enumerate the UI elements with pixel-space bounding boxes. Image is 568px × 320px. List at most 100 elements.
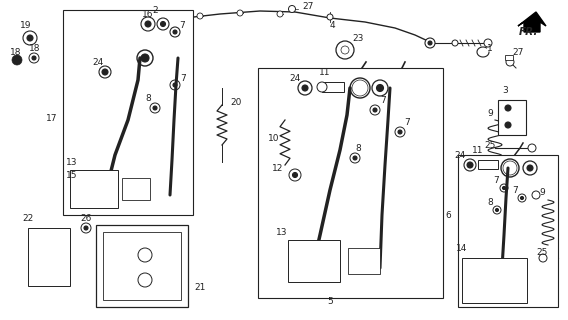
Circle shape <box>398 130 402 134</box>
Circle shape <box>527 165 533 171</box>
Text: 11: 11 <box>319 68 331 76</box>
Circle shape <box>505 122 511 128</box>
Circle shape <box>500 184 508 192</box>
Bar <box>258 68 443 298</box>
Text: 13: 13 <box>66 157 78 166</box>
Circle shape <box>138 273 152 287</box>
Circle shape <box>425 38 435 48</box>
Circle shape <box>81 223 91 233</box>
Text: 24: 24 <box>454 150 466 159</box>
Text: 8: 8 <box>487 197 493 206</box>
Circle shape <box>452 40 458 46</box>
Circle shape <box>298 81 312 95</box>
Text: 7: 7 <box>404 117 410 126</box>
Circle shape <box>84 226 88 230</box>
Text: 24: 24 <box>93 58 103 67</box>
Circle shape <box>173 83 177 87</box>
Text: 10: 10 <box>268 133 280 142</box>
Circle shape <box>484 39 492 47</box>
Circle shape <box>372 80 388 96</box>
Text: 9: 9 <box>487 108 493 117</box>
Text: 21: 21 <box>194 284 206 292</box>
Text: 11: 11 <box>472 146 484 155</box>
Bar <box>103 232 181 300</box>
Circle shape <box>503 161 517 175</box>
Circle shape <box>151 18 159 26</box>
Text: 1: 1 <box>487 44 493 52</box>
Circle shape <box>336 41 354 59</box>
Circle shape <box>377 84 383 92</box>
Circle shape <box>353 156 357 160</box>
Circle shape <box>506 164 514 172</box>
Circle shape <box>493 206 501 214</box>
Circle shape <box>528 144 536 152</box>
Circle shape <box>467 162 473 168</box>
Circle shape <box>505 105 511 111</box>
Circle shape <box>138 248 152 262</box>
Circle shape <box>141 17 155 31</box>
Text: FR.: FR. <box>519 27 538 37</box>
Circle shape <box>173 30 177 34</box>
Circle shape <box>23 31 37 45</box>
Circle shape <box>145 21 151 27</box>
Circle shape <box>523 161 537 175</box>
Circle shape <box>352 80 368 96</box>
Circle shape <box>317 82 327 92</box>
Circle shape <box>170 80 180 90</box>
Text: 7: 7 <box>179 20 185 29</box>
Text: 15: 15 <box>66 171 78 180</box>
Circle shape <box>32 56 36 60</box>
Bar <box>70 170 118 208</box>
Circle shape <box>395 127 405 137</box>
Text: 27: 27 <box>512 47 524 57</box>
Circle shape <box>464 159 476 171</box>
Circle shape <box>102 69 108 75</box>
Text: 3: 3 <box>502 85 508 94</box>
Circle shape <box>506 58 514 66</box>
Bar <box>288 240 340 282</box>
Bar <box>96 225 188 307</box>
Circle shape <box>293 172 298 178</box>
Circle shape <box>520 196 524 199</box>
Circle shape <box>141 54 149 62</box>
Bar <box>462 258 527 303</box>
Circle shape <box>237 10 243 16</box>
Circle shape <box>170 27 180 37</box>
Circle shape <box>501 159 519 177</box>
Text: 22: 22 <box>22 213 34 222</box>
Bar <box>63 10 193 215</box>
Bar <box>478 160 498 169</box>
Text: 5: 5 <box>327 298 333 307</box>
Circle shape <box>99 66 111 78</box>
Bar <box>348 248 380 274</box>
Text: 9: 9 <box>539 188 545 196</box>
Text: 17: 17 <box>46 114 58 123</box>
Circle shape <box>341 46 349 54</box>
Circle shape <box>327 14 333 20</box>
Text: 4: 4 <box>329 20 335 29</box>
Bar <box>322 82 344 92</box>
Text: 7: 7 <box>180 74 186 83</box>
Circle shape <box>428 41 432 45</box>
Text: 7: 7 <box>380 95 386 105</box>
Circle shape <box>350 78 370 98</box>
Text: 24: 24 <box>289 74 300 83</box>
Text: 18: 18 <box>10 47 22 57</box>
Circle shape <box>12 55 22 65</box>
Text: 20: 20 <box>230 98 242 107</box>
Circle shape <box>150 103 160 113</box>
Circle shape <box>27 35 33 41</box>
Text: 8: 8 <box>355 143 361 153</box>
Text: 7: 7 <box>493 175 499 185</box>
Circle shape <box>157 18 169 30</box>
Circle shape <box>532 191 540 199</box>
Bar <box>458 155 558 307</box>
Text: 26: 26 <box>80 213 91 222</box>
Circle shape <box>197 13 203 19</box>
Circle shape <box>370 105 380 115</box>
Bar <box>122 178 150 200</box>
Circle shape <box>289 169 301 181</box>
Text: 6: 6 <box>445 211 451 220</box>
Text: 16: 16 <box>142 10 154 19</box>
Circle shape <box>503 187 506 189</box>
